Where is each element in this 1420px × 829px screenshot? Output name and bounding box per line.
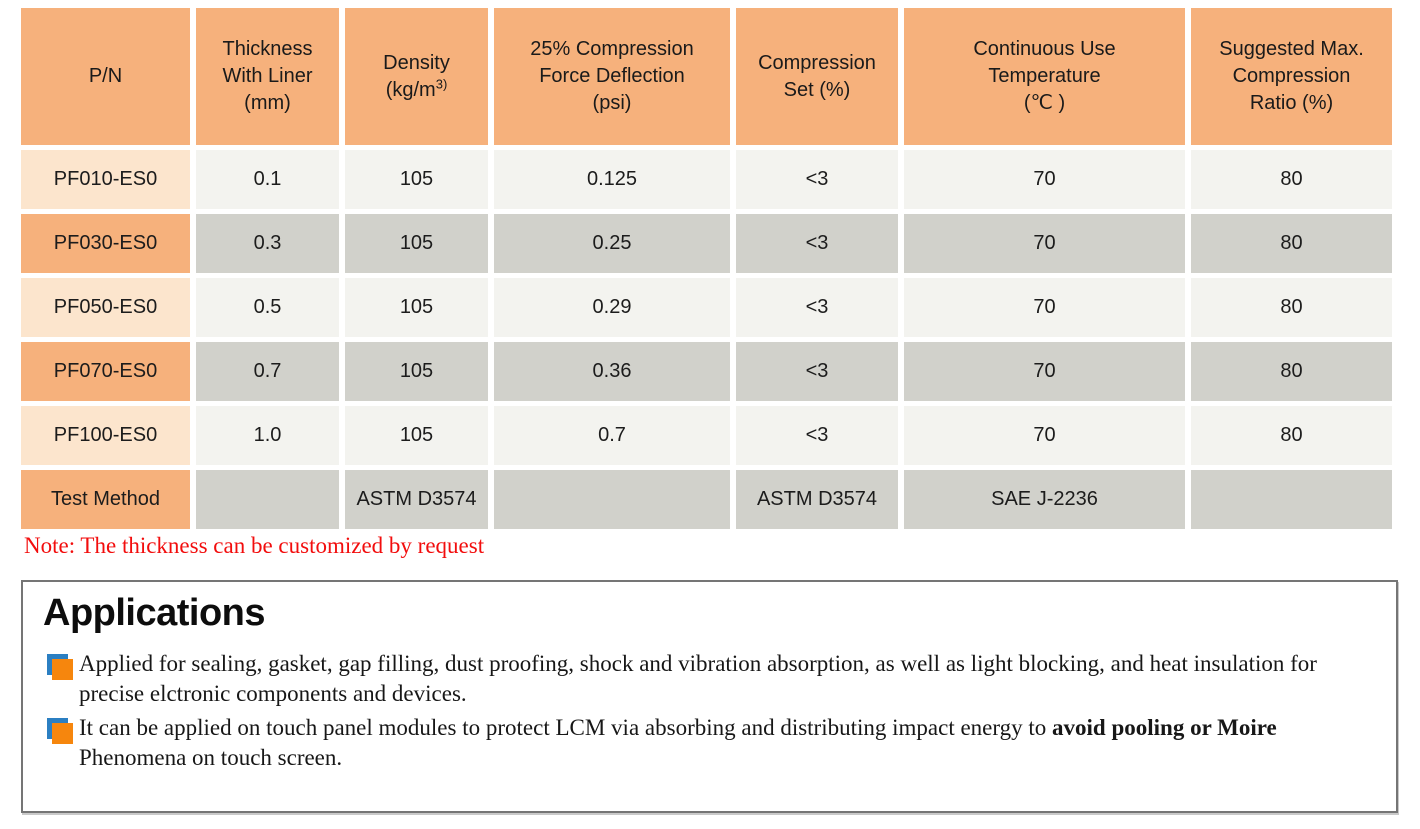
spec-table: P/N Thickness With Liner (mm) Density (k… — [15, 3, 1398, 534]
col-header-cfd: 25% Compression Force Deflection (psi) — [494, 8, 730, 145]
bullet-orange-square — [52, 659, 73, 680]
table-cell: 0.125 — [494, 150, 730, 209]
table-cell: ASTM D3574 — [345, 470, 488, 529]
table-cell: 80 — [1191, 406, 1392, 465]
table-cell: 70 — [904, 278, 1185, 337]
table-cell: 0.7 — [494, 406, 730, 465]
table-row: PF070-ES0 0.7 105 0.36 <3 70 80 — [21, 342, 1392, 401]
table-cell: 0.29 — [494, 278, 730, 337]
col-header-density: Density (kg/m3) — [345, 8, 488, 145]
table-cell: <3 — [736, 406, 898, 465]
table-row: PF050-ES0 0.5 105 0.29 <3 70 80 — [21, 278, 1392, 337]
table-cell: 105 — [345, 406, 488, 465]
table-cell — [196, 470, 339, 529]
table-cell: 80 — [1191, 278, 1392, 337]
table-cell: SAE J-2236 — [904, 470, 1185, 529]
table-cell — [494, 470, 730, 529]
table-cell: 70 — [904, 214, 1185, 273]
header-line: Set (%) — [783, 78, 851, 101]
thickness-note: Note: The thickness can be customized by… — [24, 533, 485, 558]
header-line: 25% Compression — [530, 38, 694, 60]
cell-part-number: PF050-ES0 — [21, 278, 190, 337]
header-line: Density — [383, 51, 450, 74]
table-cell: 70 — [904, 150, 1185, 209]
application-bullet-2: It can be applied on touch panel modules… — [47, 713, 1378, 773]
table-cell: 0.3 — [196, 214, 339, 273]
header-line: Compression — [758, 51, 876, 74]
header-line: Continuous Use — [973, 38, 1116, 60]
header-line: Temperature — [988, 65, 1101, 87]
header-line: Force Deflection — [539, 65, 685, 87]
col-header-max-compression-ratio: Suggested Max. Compression Ratio (%) — [1191, 8, 1392, 145]
table-cell: <3 — [736, 342, 898, 401]
header-line: Compression — [1232, 65, 1351, 87]
table-cell: 0.5 — [196, 278, 339, 337]
header-line: P/N — [88, 65, 123, 87]
col-header-compression-set: Compression Set (%) — [736, 8, 898, 145]
applications-section: Applications Applied for sealing, gasket… — [21, 580, 1398, 813]
cell-part-number: PF030-ES0 — [21, 214, 190, 273]
cell-part-number: PF100-ES0 — [21, 406, 190, 465]
table-cell: 1.0 — [196, 406, 339, 465]
header-line: Suggested Max. — [1219, 38, 1364, 60]
table-cell: 80 — [1191, 150, 1392, 209]
table-cell: 0.36 — [494, 342, 730, 401]
application-bullet-1: Applied for sealing, gasket, gap filling… — [47, 649, 1378, 709]
header-line: Thickness — [222, 38, 313, 60]
col-header-thickness: Thickness With Liner (mm) — [196, 8, 339, 145]
table-cell: 0.1 — [196, 150, 339, 209]
table-cell: 80 — [1191, 342, 1392, 401]
superscript: 3) — [435, 75, 448, 91]
bullet-orange-square — [52, 723, 73, 744]
test-method-row: Test Method ASTM D3574 ASTM D3574 SAE J-… — [21, 470, 1392, 529]
table-cell: <3 — [736, 214, 898, 273]
header-row: P/N Thickness With Liner (mm) Density (k… — [21, 8, 1392, 145]
table-cell: 0.7 — [196, 342, 339, 401]
table-row: PF100-ES0 1.0 105 0.7 <3 70 80 — [21, 406, 1392, 465]
cell-part-number: PF070-ES0 — [21, 342, 190, 401]
header-line: Ratio (%) — [1249, 92, 1334, 114]
orange-square-bullet-icon — [47, 718, 79, 748]
application-bullet-text: Applied for sealing, gasket, gap filling… — [79, 651, 1317, 706]
col-header-pn: P/N — [21, 8, 190, 145]
application-bullet-text: It can be applied on touch panel modules… — [79, 715, 1277, 770]
table-cell: 105 — [345, 214, 488, 273]
table-cell: 80 — [1191, 214, 1392, 273]
table-cell: 70 — [904, 406, 1185, 465]
table-cell — [1191, 470, 1392, 529]
table-cell: <3 — [736, 150, 898, 209]
header-line: (kg/m3) — [385, 75, 448, 101]
table-cell: <3 — [736, 278, 898, 337]
applications-title: Applications — [43, 592, 266, 634]
bold-phrase: avoid pooling or Moire — [1052, 715, 1277, 740]
table-cell: 105 — [345, 342, 488, 401]
header-line: (psi) — [592, 92, 632, 114]
table-cell: 105 — [345, 150, 488, 209]
header-line: (℃ ) — [1023, 92, 1066, 114]
table-row: PF010-ES0 0.1 105 0.125 <3 70 80 — [21, 150, 1392, 209]
orange-square-bullet-icon — [47, 654, 79, 684]
header-line: With Liner — [222, 65, 313, 87]
cell-part-number: PF010-ES0 — [21, 150, 190, 209]
cell-test-method-label: Test Method — [21, 470, 190, 529]
table-cell: 70 — [904, 342, 1185, 401]
table-row: PF030-ES0 0.3 105 0.25 <3 70 80 — [21, 214, 1392, 273]
header-line: (mm) — [244, 92, 291, 114]
col-header-continuous-use-temp: Continuous Use Temperature (℃ ) — [904, 8, 1185, 145]
table-cell: 0.25 — [494, 214, 730, 273]
table-cell: ASTM D3574 — [736, 470, 898, 529]
table-cell: 105 — [345, 278, 488, 337]
